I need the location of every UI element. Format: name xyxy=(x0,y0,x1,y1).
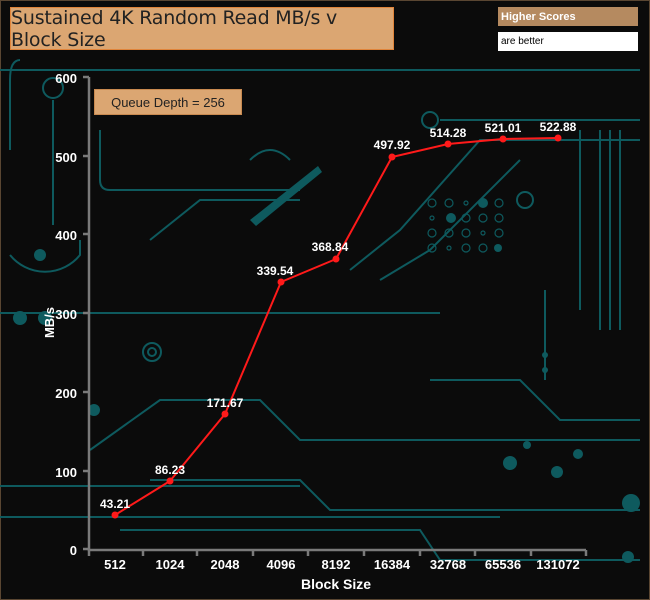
queue-depth-annotation: Queue Depth = 256 xyxy=(94,89,242,115)
x-tick-512: 512 xyxy=(104,557,126,572)
x-tick-4096: 4096 xyxy=(266,557,296,572)
data-label: 86.23 xyxy=(154,463,186,477)
x-axis-label: Block Size xyxy=(300,576,372,592)
x-tick-1024: 1024 xyxy=(155,557,185,572)
y-tick-300: 300 xyxy=(55,307,77,322)
data-label: 368.84 xyxy=(311,240,349,254)
data-label: 171.67 xyxy=(206,396,244,410)
y-tick-0: 0 xyxy=(69,543,77,558)
data-label: 522.88 xyxy=(539,120,577,134)
axes xyxy=(83,75,588,556)
x-tick-65536: 65536 xyxy=(484,557,522,572)
legend-are-better: are better xyxy=(498,32,638,51)
series-line xyxy=(114,137,559,516)
x-tick-32768: 32768 xyxy=(429,557,467,572)
x-tick-16384: 16384 xyxy=(373,557,411,572)
y-tick-400: 400 xyxy=(55,228,77,243)
chart-title: Sustained 4K Random Read MB/s v Block Si… xyxy=(11,6,338,51)
data-label: 497.92 xyxy=(373,138,411,152)
y-tick-600: 600 xyxy=(55,71,77,86)
x-tick-8192: 8192 xyxy=(321,557,351,572)
x-tick-2048: 2048 xyxy=(210,557,240,572)
series-markers xyxy=(111,134,562,519)
y-tick-200: 200 xyxy=(55,386,77,401)
legend-higher-scores: Higher Scores xyxy=(498,7,638,26)
data-label: 514.28 xyxy=(429,126,467,140)
chart-title-box: Sustained 4K Random Read MB/s v Block Si… xyxy=(10,6,394,51)
data-label: 521.01 xyxy=(484,121,522,135)
data-label: 339.54 xyxy=(256,264,294,278)
data-label: 43.21 xyxy=(99,497,131,511)
y-tick-100: 100 xyxy=(55,465,77,480)
y-axis-label: MB/s xyxy=(42,306,58,339)
y-tick-500: 500 xyxy=(55,150,77,165)
x-tick-131072: 131072 xyxy=(536,557,580,572)
